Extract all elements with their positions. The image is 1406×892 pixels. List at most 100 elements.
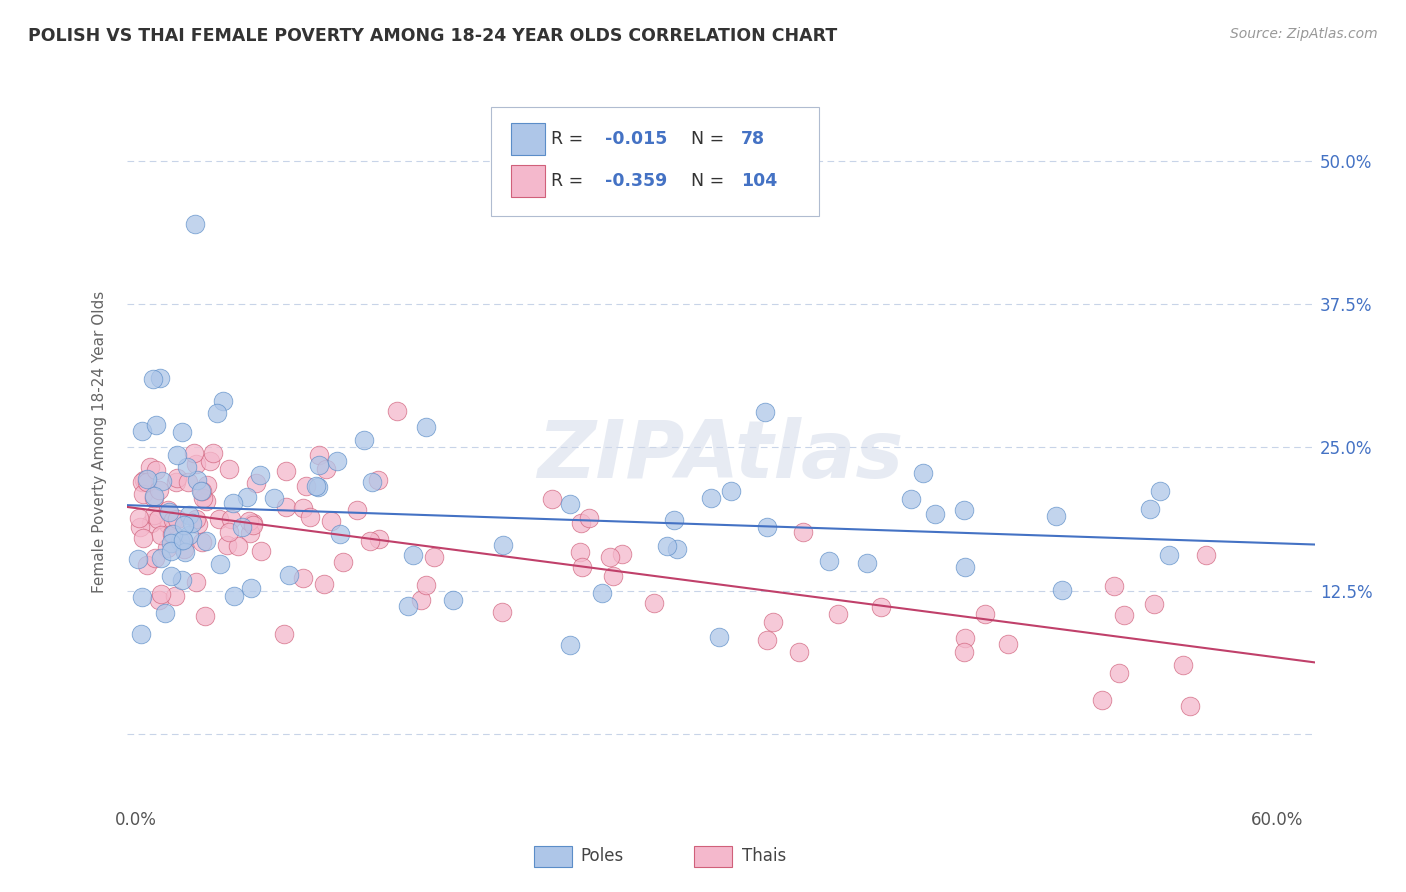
Point [194,609,217,624]
Point [491,605,513,619]
Point [132,473,155,487]
Point [273,627,295,641]
Point [187,516,209,531]
Point [762,615,785,630]
Point [184,217,207,231]
Point [177,475,200,489]
Point [209,558,232,572]
Point [249,468,271,483]
Point [218,524,240,539]
Point [242,518,264,533]
Text: N =: N = [690,130,730,148]
Point [1149,483,1171,498]
Point [143,489,166,503]
Point [170,573,193,587]
Text: 104: 104 [741,172,778,190]
Point [236,490,259,504]
Point [157,502,180,516]
Point [184,574,207,589]
Point [332,555,354,569]
Point [827,607,849,622]
Point [173,542,195,557]
Point [132,531,155,545]
Text: Source: ZipAtlas.com: Source: ZipAtlas.com [1230,27,1378,41]
Point [160,543,183,558]
Point [169,533,191,548]
Point [131,590,153,604]
Point [591,585,613,599]
Point [201,445,224,459]
Point [353,433,375,447]
Point [655,540,678,554]
Point [250,544,273,558]
Point [610,547,633,561]
Point [415,578,437,592]
Point [955,631,977,645]
Point [292,571,315,585]
Point [150,474,173,488]
Point [131,475,153,490]
Point [129,627,152,641]
Point [1178,699,1201,714]
Point [263,491,285,506]
Point [195,478,218,492]
Text: -0.015: -0.015 [606,130,668,148]
Point [666,541,689,556]
Point [492,538,515,552]
Point [242,516,264,531]
Point [165,589,187,603]
Point [156,541,179,555]
Point [571,560,593,574]
Point [166,471,188,485]
Point [643,596,665,610]
Text: Thais: Thais [742,847,786,865]
Point [368,533,391,547]
Point [186,511,208,525]
Point [953,503,976,517]
Point [1143,597,1166,611]
Point [181,516,204,530]
Point [127,552,149,566]
Point [856,556,879,570]
Point [699,491,721,506]
Point [153,606,176,620]
Point [222,589,245,603]
Point [162,513,184,527]
Point [541,491,564,506]
Point [662,513,685,527]
Text: R =: R = [551,172,589,190]
Point [900,491,922,506]
Point [165,475,187,490]
Point [132,487,155,501]
Point [215,538,238,552]
Point [558,497,581,511]
Point [135,558,157,573]
Point [131,424,153,438]
Point [139,460,162,475]
Point [602,569,624,583]
Point [129,520,152,534]
Point [159,569,181,583]
Point [186,473,208,487]
Point [308,449,330,463]
Point [361,475,384,489]
Point [135,472,157,486]
Point [974,607,997,622]
Point [142,372,165,386]
Point [186,457,208,471]
Point [578,511,600,525]
Point [295,479,318,493]
Point [423,549,446,564]
Point [146,512,169,526]
FancyBboxPatch shape [512,165,544,196]
Point [245,476,267,491]
Point [221,512,243,526]
Point [170,425,193,439]
Text: Poles: Poles [581,847,624,865]
Point [276,500,298,514]
Point [912,466,935,480]
Point [128,511,150,525]
Point [191,483,214,498]
Point [1102,578,1125,592]
FancyBboxPatch shape [534,847,572,867]
